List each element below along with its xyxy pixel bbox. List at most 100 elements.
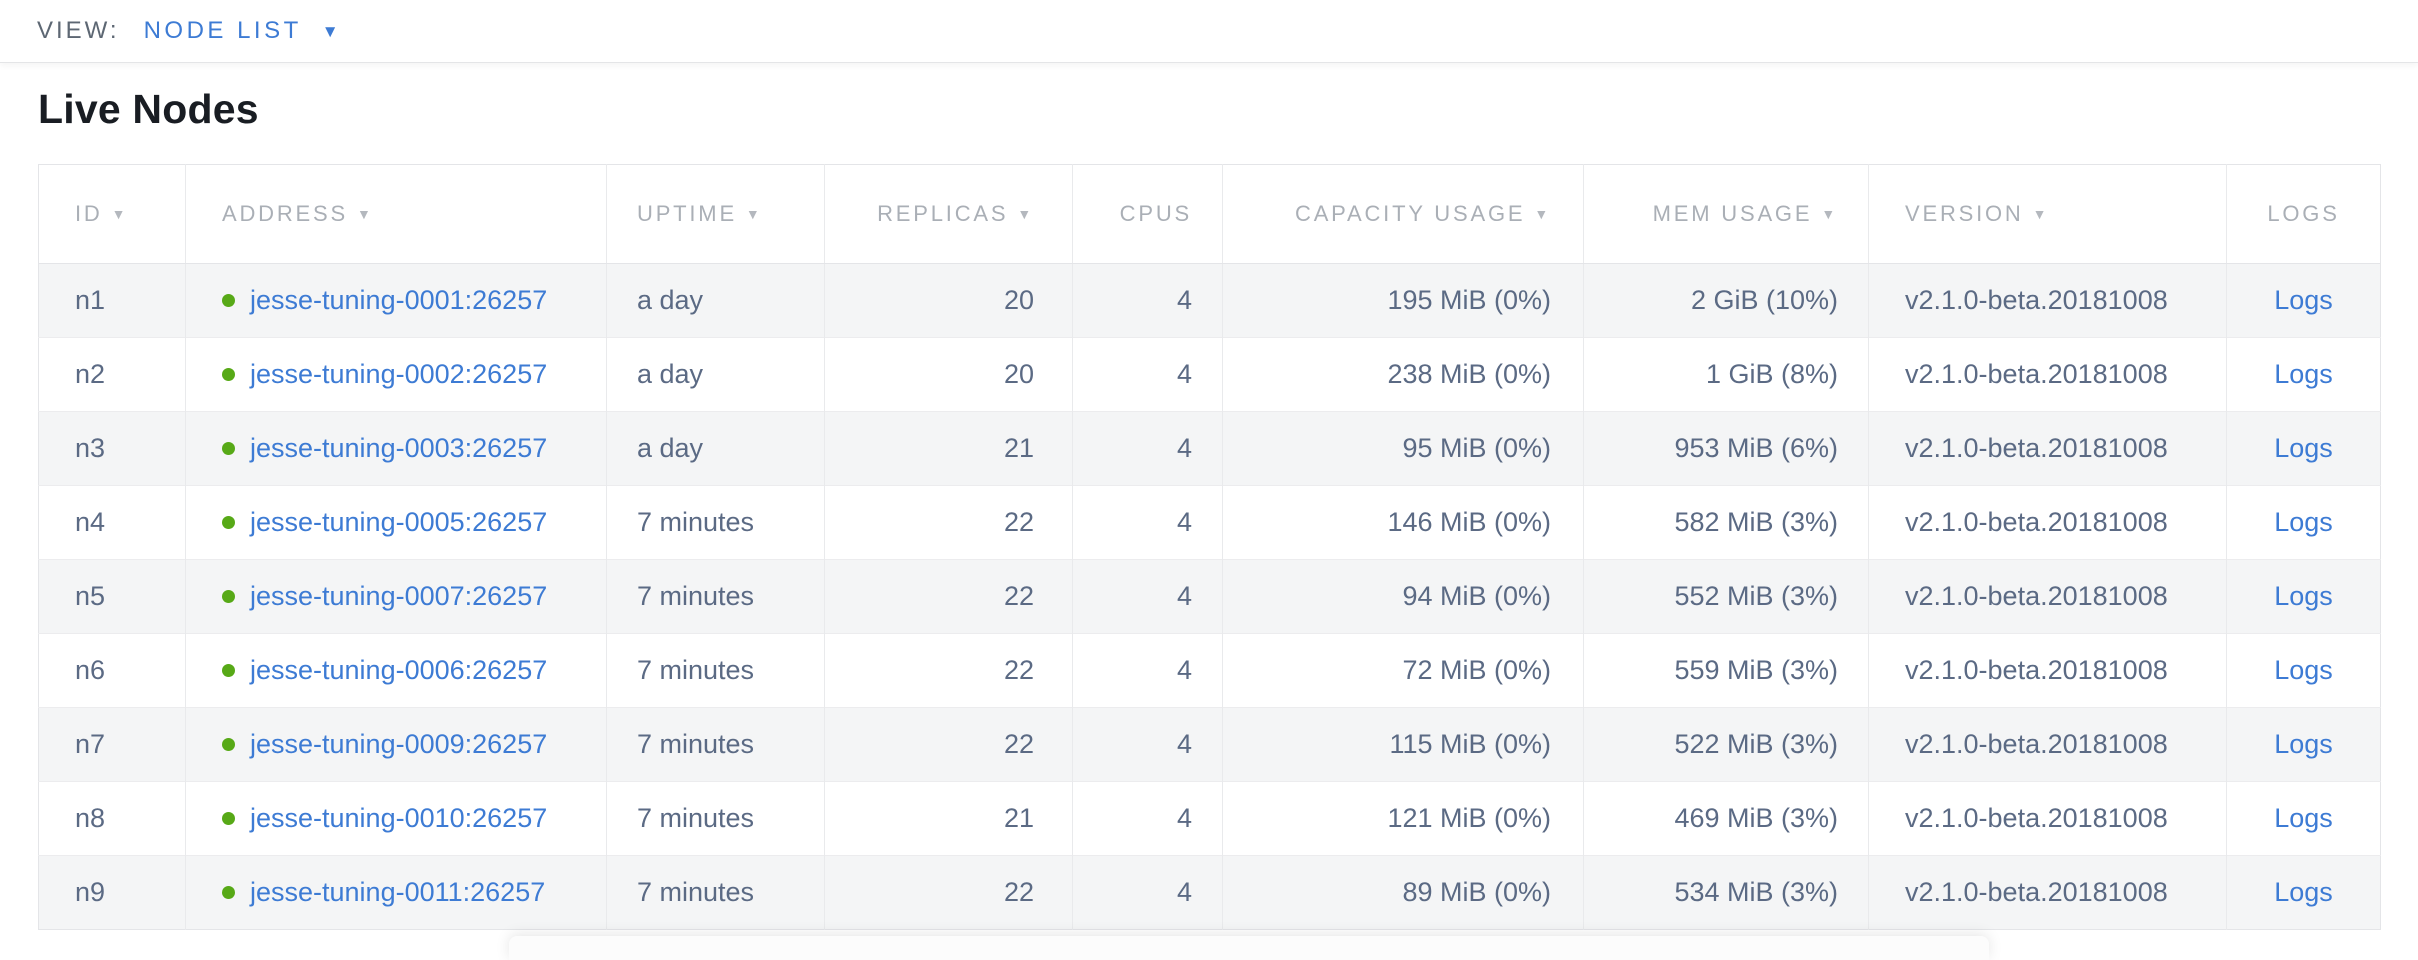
node-live-status-icon	[222, 442, 235, 455]
node-cpus-cell: 4	[1072, 337, 1223, 412]
node-capacity-usage-cell: 95 MiB (0%)	[1222, 411, 1584, 486]
node-replicas-cell: 21	[824, 781, 1073, 856]
logs-link[interactable]: Logs	[2274, 655, 2333, 685]
node-id-cell: n2	[38, 337, 186, 412]
node-id-cell: n7	[38, 707, 186, 782]
node-live-status-icon	[222, 812, 235, 825]
node-logs-cell: Logs	[2226, 559, 2381, 634]
node-capacity-usage-cell: 94 MiB (0%)	[1222, 559, 1584, 634]
node-replicas-cell: 22	[824, 855, 1073, 930]
node-address-link[interactable]: jesse-tuning-0005:26257	[250, 507, 548, 537]
node-version-cell: v2.1.0-beta.20181008	[1868, 411, 2227, 486]
table-row: n2 jesse-tuning-0002:26257 a day 20 4 23…	[38, 337, 2381, 412]
node-version-cell: v2.1.0-beta.20181008	[1868, 559, 2227, 634]
table-row: n1 jesse-tuning-0001:26257 a day 20 4 19…	[38, 263, 2381, 338]
node-live-status-icon	[222, 368, 235, 381]
node-address-link[interactable]: jesse-tuning-0007:26257	[250, 581, 548, 611]
node-capacity-usage-cell: 72 MiB (0%)	[1222, 633, 1584, 708]
node-live-status-icon	[222, 516, 235, 529]
view-dropdown-selected: NODE LIST	[143, 17, 302, 44]
bottom-panel-shadow	[509, 936, 1989, 960]
node-uptime-cell: 7 minutes	[606, 633, 825, 708]
node-address-link[interactable]: jesse-tuning-0009:26257	[250, 729, 548, 759]
caret-down-icon: ▼	[321, 21, 339, 41]
node-replicas-cell: 20	[824, 337, 1073, 412]
table-row: n5 jesse-tuning-0007:26257 7 minutes 22 …	[38, 559, 2381, 634]
column-header-address[interactable]: ADDRESS ▼	[185, 164, 607, 264]
node-logs-cell: Logs	[2226, 485, 2381, 560]
node-logs-cell: Logs	[2226, 337, 2381, 412]
logs-link[interactable]: Logs	[2274, 803, 2333, 833]
node-live-status-icon	[222, 590, 235, 603]
node-logs-cell: Logs	[2226, 855, 2381, 930]
column-header-mem-usage[interactable]: MEM USAGE ▼	[1583, 164, 1869, 264]
logs-link[interactable]: Logs	[2274, 433, 2333, 463]
column-header-id[interactable]: ID ▼	[38, 164, 186, 264]
logs-link[interactable]: Logs	[2274, 729, 2333, 759]
node-version-cell: v2.1.0-beta.20181008	[1868, 337, 2227, 412]
node-id-cell: n4	[38, 485, 186, 560]
node-version-cell: v2.1.0-beta.20181008	[1868, 633, 2227, 708]
node-address-link[interactable]: jesse-tuning-0006:26257	[250, 655, 548, 685]
logs-link[interactable]: Logs	[2274, 877, 2333, 907]
column-header-replicas[interactable]: REPLICAS ▼	[824, 164, 1073, 264]
sort-desc-icon: ▼	[1534, 206, 1551, 222]
node-replicas-cell: 20	[824, 263, 1073, 338]
node-address-cell: jesse-tuning-0003:26257	[185, 411, 607, 486]
logs-link[interactable]: Logs	[2274, 359, 2333, 389]
node-uptime-cell: 7 minutes	[606, 559, 825, 634]
node-address-cell: jesse-tuning-0007:26257	[185, 559, 607, 634]
node-cpus-cell: 4	[1072, 411, 1223, 486]
node-mem-usage-cell: 953 MiB (6%)	[1583, 411, 1869, 486]
node-cpus-cell: 4	[1072, 485, 1223, 560]
node-uptime-cell: 7 minutes	[606, 707, 825, 782]
node-uptime-cell: a day	[606, 411, 825, 486]
node-live-status-icon	[222, 664, 235, 677]
node-uptime-cell: a day	[606, 263, 825, 338]
node-logs-cell: Logs	[2226, 263, 2381, 338]
node-address-cell: jesse-tuning-0001:26257	[185, 263, 607, 338]
node-address-link[interactable]: jesse-tuning-0001:26257	[250, 285, 548, 315]
column-header-capacity-usage[interactable]: CAPACITY USAGE ▼	[1222, 164, 1584, 264]
node-address-cell: jesse-tuning-0011:26257	[185, 855, 607, 930]
node-live-status-icon	[222, 886, 235, 899]
node-logs-cell: Logs	[2226, 707, 2381, 782]
column-header-uptime[interactable]: UPTIME ▼	[606, 164, 825, 264]
node-id-cell: n9	[38, 855, 186, 930]
node-version-cell: v2.1.0-beta.20181008	[1868, 707, 2227, 782]
node-id-cell: n8	[38, 781, 186, 856]
node-address-cell: jesse-tuning-0009:26257	[185, 707, 607, 782]
view-dropdown[interactable]: NODE LIST ▼	[144, 17, 339, 45]
node-uptime-cell: a day	[606, 337, 825, 412]
node-logs-cell: Logs	[2226, 781, 2381, 856]
node-address-link[interactable]: jesse-tuning-0011:26257	[250, 877, 546, 907]
node-uptime-cell: 7 minutes	[606, 781, 825, 856]
node-version-cell: v2.1.0-beta.20181008	[1868, 485, 2227, 560]
sort-desc-icon: ▼	[1821, 206, 1838, 222]
node-cpus-cell: 4	[1072, 781, 1223, 856]
node-address-link[interactable]: jesse-tuning-0002:26257	[250, 359, 548, 389]
node-address-link[interactable]: jesse-tuning-0010:26257	[250, 803, 548, 833]
logs-link[interactable]: Logs	[2274, 581, 2333, 611]
node-address-cell: jesse-tuning-0005:26257	[185, 485, 607, 560]
node-capacity-usage-cell: 195 MiB (0%)	[1222, 263, 1584, 338]
sort-desc-icon: ▼	[111, 206, 129, 222]
node-mem-usage-cell: 534 MiB (3%)	[1583, 855, 1869, 930]
column-header-version[interactable]: VERSION ▼	[1868, 164, 2227, 264]
sort-desc-icon: ▼	[1017, 206, 1034, 222]
node-cpus-cell: 4	[1072, 707, 1223, 782]
table-row: n8 jesse-tuning-0010:26257 7 minutes 21 …	[38, 781, 2381, 856]
node-live-status-icon	[222, 738, 235, 751]
node-capacity-usage-cell: 89 MiB (0%)	[1222, 855, 1584, 930]
node-address-cell: jesse-tuning-0002:26257	[185, 337, 607, 412]
logs-link[interactable]: Logs	[2274, 285, 2333, 315]
node-version-cell: v2.1.0-beta.20181008	[1868, 781, 2227, 856]
logs-link[interactable]: Logs	[2274, 507, 2333, 537]
node-id-cell: n3	[38, 411, 186, 486]
node-id-cell: n6	[38, 633, 186, 708]
node-cpus-cell: 4	[1072, 559, 1223, 634]
node-replicas-cell: 21	[824, 411, 1073, 486]
node-live-status-icon	[222, 294, 235, 307]
node-address-link[interactable]: jesse-tuning-0003:26257	[250, 433, 548, 463]
node-cpus-cell: 4	[1072, 633, 1223, 708]
